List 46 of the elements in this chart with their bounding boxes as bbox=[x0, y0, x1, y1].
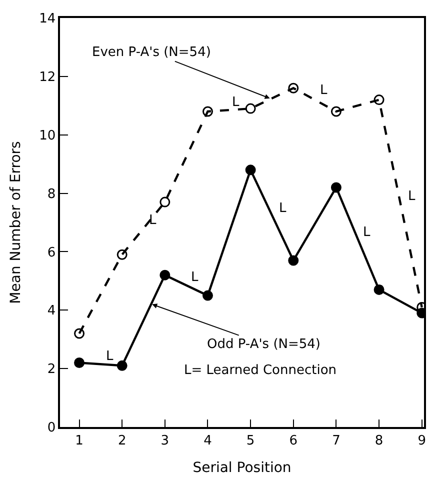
point bbox=[374, 94, 384, 106]
annotation: L bbox=[363, 225, 371, 240]
point bbox=[245, 103, 256, 114]
annotation: L bbox=[232, 95, 240, 110]
point bbox=[202, 290, 213, 301]
annotation: L bbox=[149, 213, 157, 228]
annotation: L bbox=[320, 83, 328, 98]
y-axis-title: Mean Number of Errors bbox=[8, 141, 24, 304]
x-tick-label: 5 bbox=[246, 433, 255, 448]
point bbox=[245, 164, 256, 176]
x-tick-label: 7 bbox=[332, 433, 340, 448]
point bbox=[374, 284, 384, 295]
x-tick-label: 1 bbox=[75, 433, 84, 448]
point bbox=[74, 328, 85, 339]
point bbox=[74, 357, 85, 368]
x-tick-label: 3 bbox=[160, 433, 170, 448]
y-tick-label: 6 bbox=[47, 245, 56, 260]
y-tick-label: 12 bbox=[39, 70, 56, 85]
y-tick-label: 14 bbox=[39, 12, 56, 27]
point bbox=[116, 249, 128, 260]
annotation: Even P-A's (N=54) bbox=[92, 45, 211, 60]
annotation: Odd P-A's (N=54) bbox=[207, 337, 321, 352]
annotation: L bbox=[408, 189, 416, 204]
x-axis-title: Serial Position bbox=[192, 460, 292, 476]
y-tick-label: 0 bbox=[47, 420, 56, 436]
x-tick-label: 9 bbox=[418, 433, 426, 448]
x-tick-label: 2 bbox=[118, 433, 126, 448]
x-tick-label: 6 bbox=[289, 433, 298, 448]
y-tick-label: 2 bbox=[47, 362, 56, 378]
point bbox=[160, 270, 170, 280]
annotation: L bbox=[279, 201, 287, 216]
y-tick-label: 10 bbox=[39, 128, 56, 144]
x-tick-label: 8 bbox=[374, 433, 384, 448]
annotation: L bbox=[106, 349, 114, 364]
point bbox=[288, 82, 299, 94]
point bbox=[202, 106, 213, 117]
annotation: L= Learned Connection bbox=[184, 363, 337, 378]
y-tick-label: 4 bbox=[47, 304, 56, 319]
point bbox=[288, 255, 299, 266]
y-tick-label: 8 bbox=[47, 186, 56, 202]
x-tick-label: 4 bbox=[204, 433, 212, 448]
annotation: L bbox=[191, 270, 199, 285]
point bbox=[116, 360, 128, 371]
point bbox=[330, 182, 342, 193]
point bbox=[330, 106, 342, 117]
point bbox=[160, 196, 170, 208]
